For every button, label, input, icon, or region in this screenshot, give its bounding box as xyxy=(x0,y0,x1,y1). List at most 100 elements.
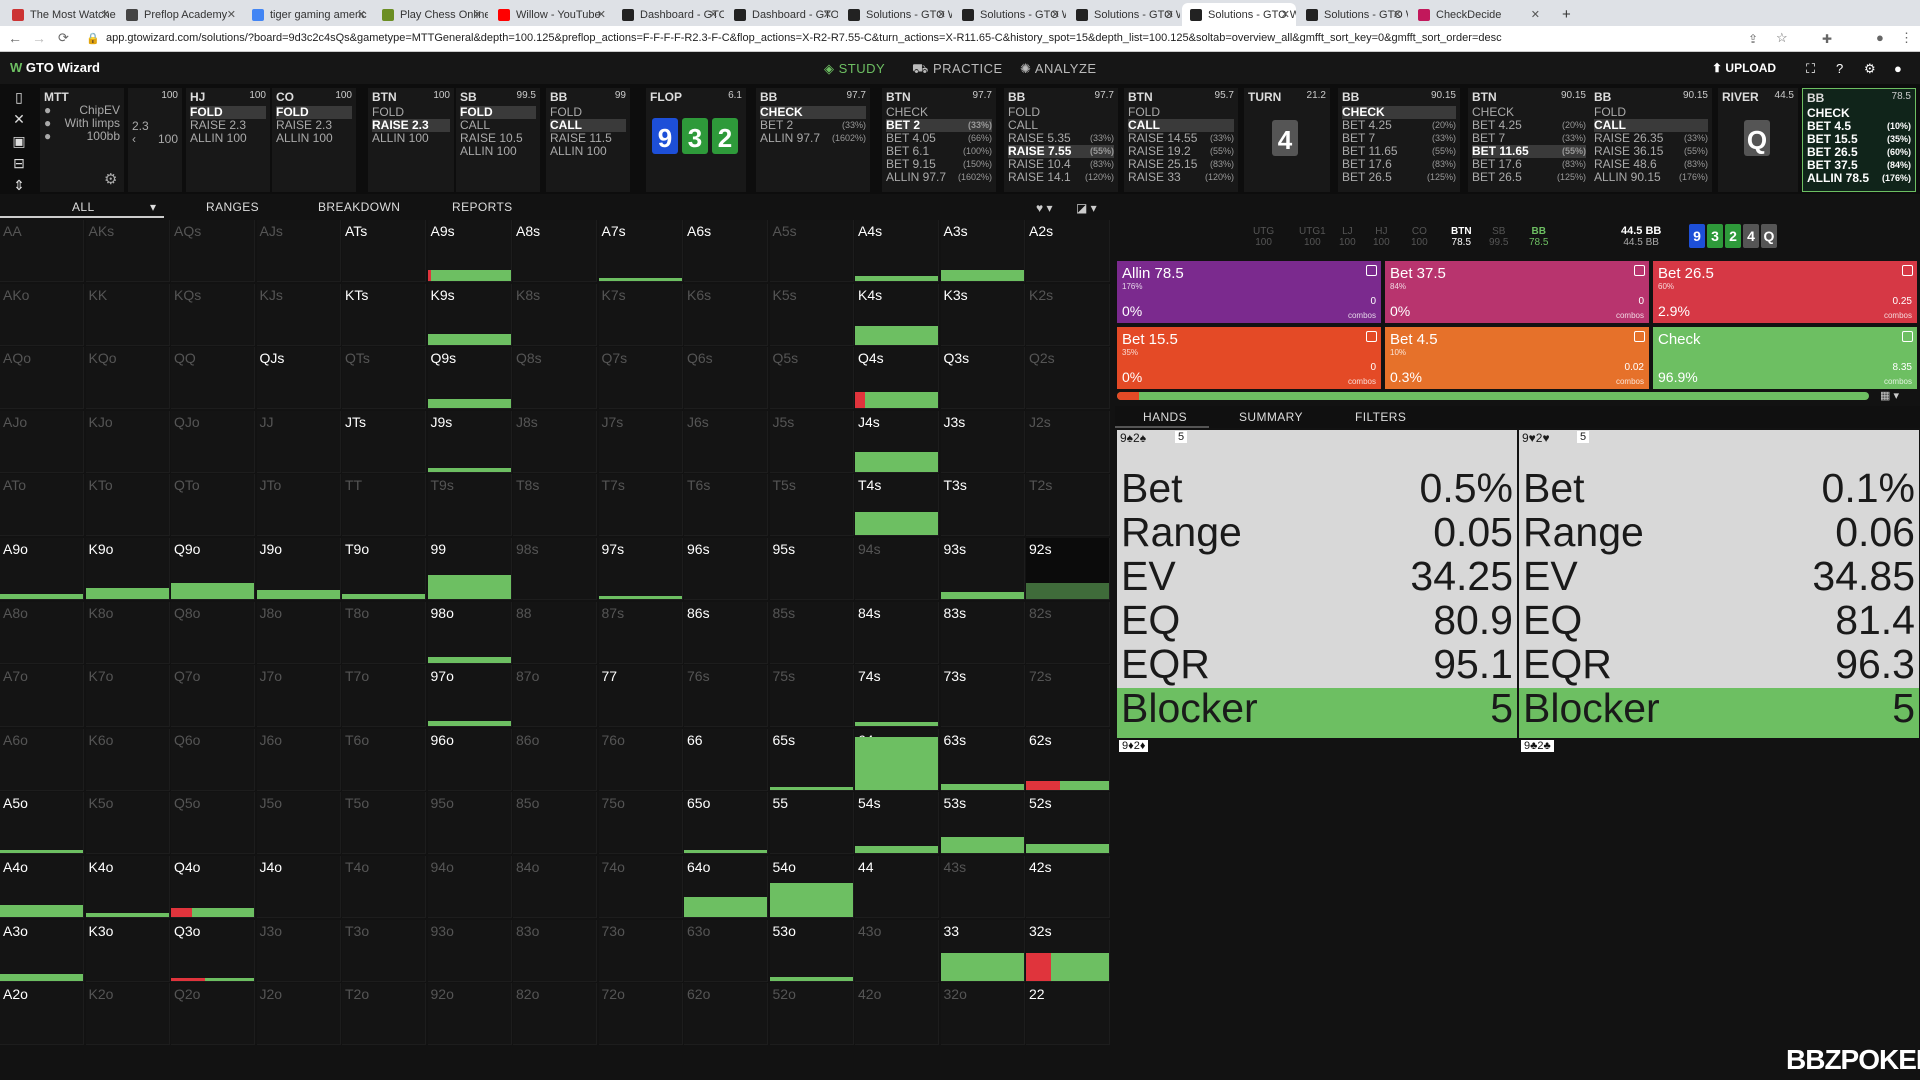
strip-action-option[interactable]: CHECK xyxy=(760,106,866,119)
browser-tab[interactable]: Preflop Academy ✕ xyxy=(118,3,242,26)
hand-cell[interactable]: A7s xyxy=(598,220,683,282)
hand-cell[interactable]: 63o xyxy=(684,919,768,982)
hand-cell[interactable]: A4o xyxy=(0,856,84,918)
strip-action-option[interactable]: RAISE 10.5 xyxy=(460,132,536,145)
hand-cell[interactable]: J9s xyxy=(427,410,512,473)
hand-cell[interactable]: J8o xyxy=(256,601,341,664)
seat-btn[interactable]: BTN 78.5 xyxy=(1451,226,1472,248)
hand-cell[interactable]: 62o xyxy=(684,983,768,1046)
subtab-hands[interactable]: HANDS xyxy=(1143,410,1188,424)
hand-cell[interactable]: Q7s xyxy=(598,347,683,410)
hand-cell[interactable]: A9s xyxy=(427,220,512,282)
hand-cell[interactable]: AA xyxy=(0,220,84,282)
grid-view-icon[interactable]: ▦ ▾ xyxy=(1880,390,1899,402)
strip-action-option[interactable]: CHECK xyxy=(1342,106,1456,119)
strip-action-option[interactable]: RAISE 26.35 (33%) xyxy=(1594,132,1708,145)
tab-close-icon[interactable]: ✕ xyxy=(1050,9,1060,21)
hand-cell[interactable]: AQs xyxy=(171,220,255,282)
hand-cell[interactable]: KTo xyxy=(85,474,170,537)
hand-cell[interactable]: 33 xyxy=(940,919,1025,982)
action-notes-icon[interactable] xyxy=(1902,331,1913,342)
hand-cell[interactable]: J2s xyxy=(1026,410,1110,473)
hand-cell[interactable]: K2o xyxy=(85,983,170,1046)
browser-tab[interactable]: Solutions - GTO Wiz✕ xyxy=(840,3,952,26)
hand-cell[interactable]: K4o xyxy=(85,856,170,918)
action-box[interactable]: Allin 78.5 176% 0% 0 combos xyxy=(1117,261,1381,323)
browser-tab[interactable]: tiger gaming americ ✕ xyxy=(244,3,372,26)
hand-cell[interactable]: Q8s xyxy=(513,347,597,410)
strip-action-option[interactable]: BET 7 (33%) xyxy=(1472,132,1586,145)
strip-action-option[interactable]: FOLD xyxy=(1594,106,1708,119)
browser-tab[interactable]: Dashboard - GTO W✕ xyxy=(614,3,724,26)
strip-action-option[interactable]: CALL xyxy=(460,119,536,132)
subtab-summary[interactable]: SUMMARY xyxy=(1239,410,1303,424)
strip-column[interactable]: BB 99 FOLD CALL RAISE 11.5 ALLIN 100 xyxy=(546,88,630,192)
hand-cell[interactable]: J4o xyxy=(256,856,341,918)
browser-tab[interactable]: The Most Watched P✕ xyxy=(4,3,116,26)
strip-column[interactable]: BTN 95.7 FOLD CALL RAISE 14.55 (33%) RAISE 19.… xyxy=(1124,88,1238,192)
browser-tab[interactable]: Solutions - GTO Wiz✕ xyxy=(1298,3,1408,26)
account-icon[interactable]: ● xyxy=(1894,61,1903,76)
hand-cell[interactable]: 85o xyxy=(513,792,597,855)
strip-action-option[interactable]: FOLD xyxy=(1128,106,1234,119)
strip-action-option[interactable]: RAISE 14.1 (120%) xyxy=(1008,171,1114,184)
hand-cell[interactable]: 86o xyxy=(513,728,597,791)
strip-river[interactable]: RIVER 44.5 Q xyxy=(1718,88,1798,192)
hand-cell[interactable]: Q6o xyxy=(171,728,255,791)
hand-cell[interactable]: K7o xyxy=(85,665,170,728)
hand-cell[interactable]: T7o xyxy=(342,665,426,728)
hand-cell[interactable]: T4o xyxy=(342,856,426,918)
tab-close-icon[interactable]: ✕ xyxy=(822,9,832,21)
mode-study[interactable]: ◈ STUDY xyxy=(824,61,885,77)
upload-button[interactable]: ⬆ UPLOAD xyxy=(1712,61,1776,75)
hand-cell[interactable]: 73s xyxy=(940,665,1025,728)
hand-cell[interactable]: 55 xyxy=(769,792,854,855)
hand-cell[interactable]: 92s xyxy=(1026,538,1110,600)
close-icon[interactable]: ✕ xyxy=(13,111,25,127)
hand-cell[interactable]: T9o xyxy=(342,538,426,600)
hand-cell[interactable]: 44 xyxy=(855,856,939,918)
hand-detail-card[interactable]: 9♥2♥ 5 Bet 0.1% Range 0.06 EV 34.85 EQ 81.4 EQR 96.… xyxy=(1519,430,1919,752)
hand-cell[interactable]: J8s xyxy=(513,410,597,473)
hand-cell[interactable]: 32o xyxy=(940,983,1025,1046)
hand-cell[interactable]: AKo xyxy=(0,283,84,346)
hand-cell[interactable]: KQs xyxy=(171,283,255,346)
strip-action-option[interactable]: BET 37.5 (84%) xyxy=(1807,159,1911,172)
hand-cell[interactable]: 98o xyxy=(427,601,512,664)
hand-cell[interactable]: Q4s xyxy=(855,347,939,410)
hand-cell[interactable]: K9o xyxy=(85,538,170,600)
fullscreen-icon[interactable]: ⛶ xyxy=(1806,61,1816,76)
hand-cell[interactable]: 63s xyxy=(940,728,1025,791)
tab-close-icon[interactable]: ✕ xyxy=(596,9,606,21)
hand-cell[interactable]: 76o xyxy=(598,728,683,791)
table-icon[interactable]: ⊟ xyxy=(13,155,25,171)
seat-co[interactable]: CO 100 xyxy=(1411,226,1428,248)
hand-cell[interactable]: AJs xyxy=(256,220,341,282)
action-box[interactable]: Bet 37.5 84% 0% 0 combos xyxy=(1385,261,1649,323)
hand-cell[interactable]: 92o xyxy=(427,983,512,1046)
hand-cell[interactable]: Q5s xyxy=(769,347,854,410)
profile-icon[interactable]: ● xyxy=(1876,30,1884,45)
strip-action-option[interactable]: FOLD xyxy=(372,106,450,119)
strip-column[interactable]: BB 97.7 FOLD CALL RAISE 5.35 (33%) RAISE 7.55 (… xyxy=(1004,88,1118,192)
hand-cell[interactable]: QQ xyxy=(171,347,255,410)
hand-cell[interactable]: 96s xyxy=(684,538,768,600)
hand-cell[interactable]: K5s xyxy=(769,283,854,346)
seat-lj[interactable]: LJ 100 xyxy=(1339,226,1356,248)
nav-tab-reports[interactable]: REPORTS xyxy=(452,200,513,214)
hand-cell[interactable]: K6s xyxy=(684,283,768,346)
strip-action-option[interactable]: FOLD xyxy=(1008,106,1114,119)
action-box[interactable]: Check 96.9% 8.35 combos xyxy=(1653,327,1917,389)
hand-cell[interactable]: QTs xyxy=(342,347,426,410)
hand-cell[interactable]: K2s xyxy=(1026,283,1110,346)
tab-close-icon[interactable]: ✕ xyxy=(472,9,482,21)
strip-action-option[interactable]: ALLIN 100 xyxy=(276,132,352,145)
mode-analyze[interactable]: ✺ ANALYZE xyxy=(1020,61,1097,77)
strip-action-option[interactable]: RAISE 25.15 (83%) xyxy=(1128,158,1234,171)
hand-cell[interactable]: T3s xyxy=(940,474,1025,537)
strip-action-option[interactable]: RAISE 2.3 xyxy=(190,119,266,132)
hand-cell[interactable]: 88 xyxy=(513,601,597,664)
strip-action-option[interactable]: RAISE 2.3 xyxy=(276,119,352,132)
hand-cell[interactable]: 87o xyxy=(513,665,597,728)
hand-cell[interactable]: J3o xyxy=(256,919,341,982)
